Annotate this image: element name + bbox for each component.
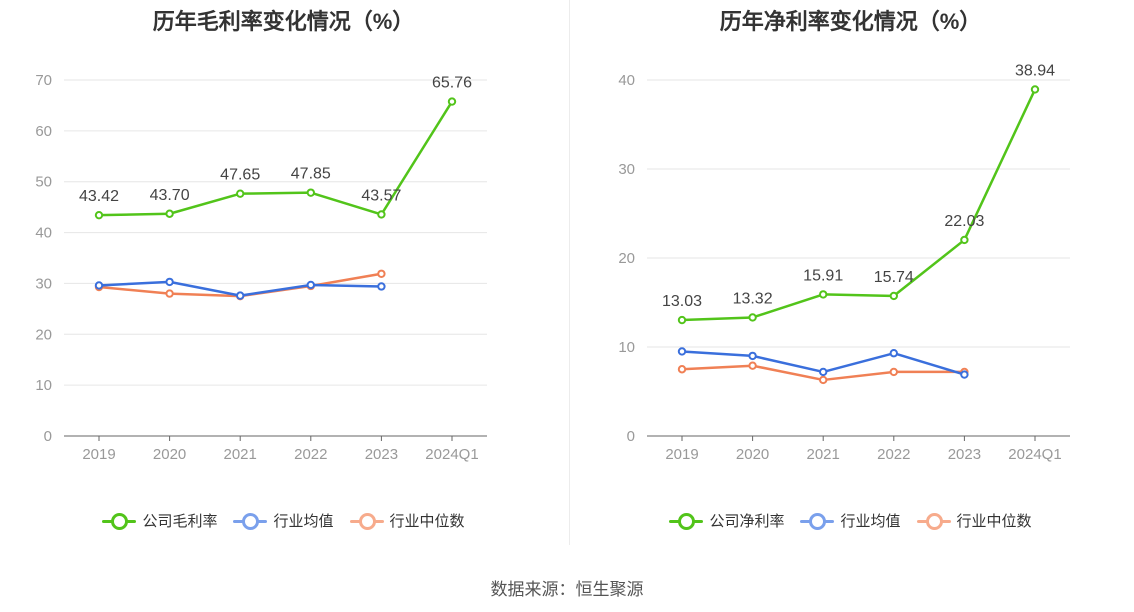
- gross-margin-chart: 历年毛利率变化情况（%） 0 10 20 30 40 50 60 70 2019 2020 2021…: [0, 0, 567, 560]
- legend: 公司毛利率 行业均值 行业中位数: [0, 510, 567, 531]
- x-tick-label: 2022: [877, 446, 910, 463]
- data-point: [819, 375, 828, 385]
- data-point: [94, 210, 104, 220]
- data-point: [889, 367, 898, 377]
- data-label: 13.32: [733, 290, 773, 307]
- data-point: [889, 349, 898, 358]
- y-tick-label: 0: [44, 428, 52, 445]
- legend-label: 行业中位数: [956, 513, 1032, 530]
- legend-label: 行业均值: [273, 513, 334, 530]
- data-point: [94, 281, 104, 290]
- series-line: [681, 88, 1037, 322]
- data-point: [748, 351, 757, 361]
- panel-divider: [569, 0, 570, 545]
- legend-item-median[interactable]: 行业中位数: [349, 510, 465, 531]
- x-tick-label: 2021: [224, 446, 257, 463]
- net-margin-chart: 历年净利率变化情况（%） 0 10 20 30 40 2019 2020 2021 2022 20…: [567, 0, 1134, 560]
- data-label: 43.42: [79, 188, 119, 205]
- net-margin-plot: 0 10 20 30 40 2019 2020 2021 2022 2023 2024Q1 13.03…: [618, 62, 1070, 463]
- legend-label: 行业中位数: [389, 513, 465, 530]
- x-tick-label: 2019: [665, 446, 698, 463]
- data-point: [960, 370, 969, 379]
- data-point: [306, 280, 315, 290]
- x-tick-label: 2023: [365, 446, 398, 463]
- data-point: [677, 315, 687, 325]
- legend-item-company[interactable]: 公司毛利率: [102, 510, 217, 531]
- y-tick-label: 40: [35, 225, 52, 242]
- y-tick-label: 20: [618, 250, 635, 267]
- data-label: 43.57: [361, 187, 401, 204]
- legend-swatch-icon: [800, 512, 835, 530]
- gross-margin-plot: 0 10 20 30 40 50 60 70 2019 2020 2021 2022 2023 2024Q…: [35, 72, 487, 463]
- data-point: [377, 282, 386, 291]
- chart-title: 历年净利率变化情况（%）: [719, 9, 982, 34]
- x-tick-label: 2020: [153, 446, 186, 463]
- legend-swatch-icon: [669, 512, 704, 530]
- data-label: 47.65: [220, 167, 260, 184]
- series-line: [98, 100, 454, 217]
- data-point: [677, 347, 687, 356]
- y-tick-label: 30: [618, 161, 635, 178]
- y-tick-label: 70: [35, 72, 52, 89]
- data-point: [236, 291, 245, 300]
- legend-label: 行业均值: [840, 513, 901, 530]
- legend-item-company[interactable]: 公司净利率: [669, 510, 784, 531]
- legend-item-median[interactable]: 行业中位数: [916, 510, 1032, 531]
- legend-item-avg[interactable]: 行业均值: [233, 510, 334, 531]
- y-tick-label: 40: [618, 72, 635, 89]
- data-point: [819, 367, 828, 377]
- data-point: [960, 235, 969, 245]
- legend-swatch-icon: [349, 512, 384, 530]
- data-point: [165, 289, 174, 298]
- data-label: 13.03: [662, 293, 702, 310]
- source-note: 数据来源：恒生聚源: [490, 580, 644, 599]
- y-tick-label: 30: [35, 275, 52, 292]
- y-tick-label: 50: [35, 174, 52, 191]
- data-label: 65.76: [432, 75, 472, 92]
- data-label: 43.70: [150, 187, 190, 204]
- x-tick-label: 2024Q1: [1008, 446, 1061, 463]
- data-point: [677, 365, 687, 374]
- data-point: [377, 210, 386, 219]
- data-point: [377, 269, 386, 278]
- legend: 公司净利率 行业均值 行业中位数: [567, 510, 1134, 531]
- data-point: [236, 189, 245, 198]
- data-label: 38.94: [1015, 62, 1055, 79]
- data-label: 47.85: [291, 166, 331, 183]
- data-point: [748, 313, 757, 322]
- legend-swatch-icon: [233, 512, 268, 530]
- x-tick-label: 2023: [948, 446, 981, 463]
- y-tick-label: 10: [35, 377, 52, 394]
- data-point: [1030, 85, 1040, 94]
- x-tick-label: 2022: [294, 446, 327, 463]
- y-tick-label: 20: [35, 326, 52, 343]
- legend-swatch-icon: [102, 512, 137, 530]
- data-label: 15.91: [803, 267, 843, 284]
- x-tick-label: 2024Q1: [425, 446, 478, 463]
- legend-item-avg[interactable]: 行业均值: [800, 510, 901, 531]
- data-point: [165, 277, 174, 287]
- legend-swatch-icon: [916, 512, 951, 530]
- data-point: [165, 209, 174, 218]
- data-point: [748, 361, 757, 370]
- legend-label: 公司净利率: [709, 513, 785, 530]
- x-tick-label: 2020: [736, 446, 769, 463]
- y-tick-label: 0: [627, 428, 635, 445]
- x-tick-label: 2019: [82, 446, 115, 463]
- y-tick-label: 60: [35, 123, 52, 140]
- data-point: [306, 188, 315, 197]
- data-point: [447, 97, 457, 106]
- data-point: [889, 291, 898, 301]
- y-tick-label: 10: [618, 339, 635, 356]
- data-point: [819, 290, 828, 299]
- legend-label: 公司毛利率: [142, 513, 218, 530]
- x-tick-label: 2021: [807, 446, 840, 463]
- data-label: 22.03: [944, 213, 984, 230]
- chart-title: 历年毛利率变化情况（%）: [152, 9, 415, 34]
- data-label: 15.74: [874, 269, 914, 286]
